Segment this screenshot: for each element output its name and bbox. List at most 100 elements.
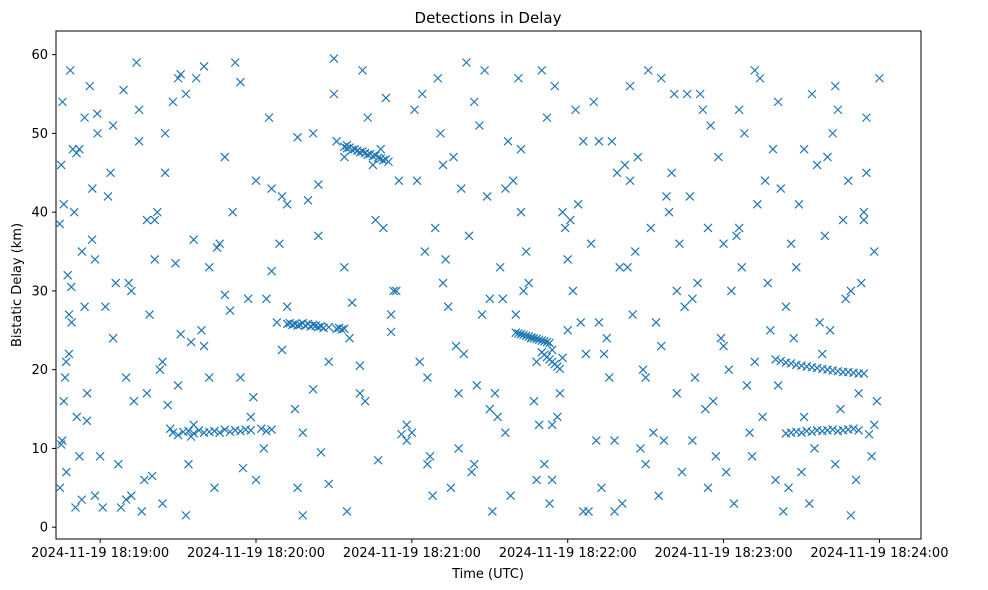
data-point [100, 302, 110, 312]
data-point [449, 152, 458, 162]
data-point [77, 247, 87, 256]
data-point [113, 459, 123, 469]
data-point [74, 144, 84, 154]
data-point [261, 426, 271, 436]
data-point [298, 428, 308, 438]
data-point [602, 333, 612, 343]
data-point [641, 373, 651, 382]
data-point [838, 215, 848, 225]
y-tick-label: 0 [40, 521, 48, 536]
data-point [261, 294, 271, 304]
data-point [87, 235, 97, 245]
data-point [108, 121, 118, 130]
data-point [168, 428, 178, 438]
data-point [363, 113, 373, 123]
data-point [324, 322, 334, 332]
x-tick-label: 2024-11-19 18:21:00 [343, 546, 481, 561]
data-point [95, 451, 105, 461]
data-point [836, 404, 845, 414]
data-point [90, 254, 100, 264]
data-point [750, 357, 760, 367]
data-point [313, 180, 323, 190]
data-point [436, 128, 445, 138]
data-point [771, 475, 780, 485]
data-point [423, 373, 432, 382]
data-point [454, 388, 464, 398]
data-point [339, 324, 349, 334]
data-point [386, 310, 396, 319]
data-point [786, 358, 796, 368]
data-point [859, 369, 869, 379]
data-point [433, 73, 443, 83]
data-point [69, 207, 79, 217]
data-point [581, 349, 591, 359]
data-point [656, 73, 666, 83]
data-point [495, 262, 505, 272]
data-point [282, 302, 292, 312]
y-tick-label: 20 [31, 363, 48, 378]
data-point [92, 109, 102, 119]
data-point [532, 357, 541, 367]
data-point [160, 168, 170, 178]
data-point [524, 332, 534, 342]
data-point [142, 215, 152, 225]
data-point [604, 373, 614, 382]
data-point [116, 503, 126, 512]
data-point [71, 503, 80, 512]
data-point [256, 424, 266, 434]
data-point [459, 349, 469, 359]
data-point [547, 420, 557, 430]
data-point [204, 373, 214, 382]
data-point [225, 306, 235, 316]
data-point [461, 58, 471, 67]
data-point [251, 176, 261, 186]
data-point [872, 396, 882, 406]
data-point [815, 317, 825, 327]
data-point [189, 429, 199, 438]
data-point [246, 412, 256, 422]
data-point [680, 302, 690, 312]
data-point [625, 176, 635, 186]
data-point [158, 499, 167, 508]
data-point [493, 412, 503, 422]
data-point [215, 239, 225, 249]
data-point [480, 65, 490, 75]
data-point [739, 128, 749, 138]
data-point [862, 113, 871, 123]
data-point [277, 345, 287, 355]
data-point [438, 160, 448, 170]
data-point [324, 479, 334, 489]
data-point [197, 325, 206, 335]
data-point [428, 491, 438, 501]
data-point [410, 105, 419, 115]
data-point [703, 223, 713, 233]
data-point [672, 286, 682, 296]
data-point [277, 191, 287, 201]
data-point [534, 420, 544, 430]
data-point [742, 380, 752, 390]
y-axis: 0 10 20 30 40 50 60 [31, 48, 56, 536]
data-point [534, 335, 544, 345]
data-point [519, 330, 528, 340]
y-tick-label: 60 [31, 48, 48, 63]
data-point [243, 294, 253, 304]
data-point [72, 148, 81, 158]
data-point [628, 310, 638, 319]
data-point [687, 436, 697, 445]
data-point [576, 317, 586, 327]
data-point [124, 278, 134, 288]
data-point [830, 81, 840, 91]
x-axis: 2024-11-19 18:19:00 2024-11-19 18:20:00 20… [31, 539, 948, 561]
data-point [121, 373, 131, 382]
data-point [776, 184, 786, 193]
data-point [402, 436, 412, 445]
data-point [794, 199, 804, 209]
data-point [516, 207, 526, 217]
data-point [87, 184, 97, 193]
data-point [438, 278, 448, 288]
data-point [820, 231, 830, 241]
data-point [360, 396, 370, 406]
data-point [859, 207, 869, 217]
data-point [378, 155, 388, 165]
data-point [752, 199, 762, 209]
